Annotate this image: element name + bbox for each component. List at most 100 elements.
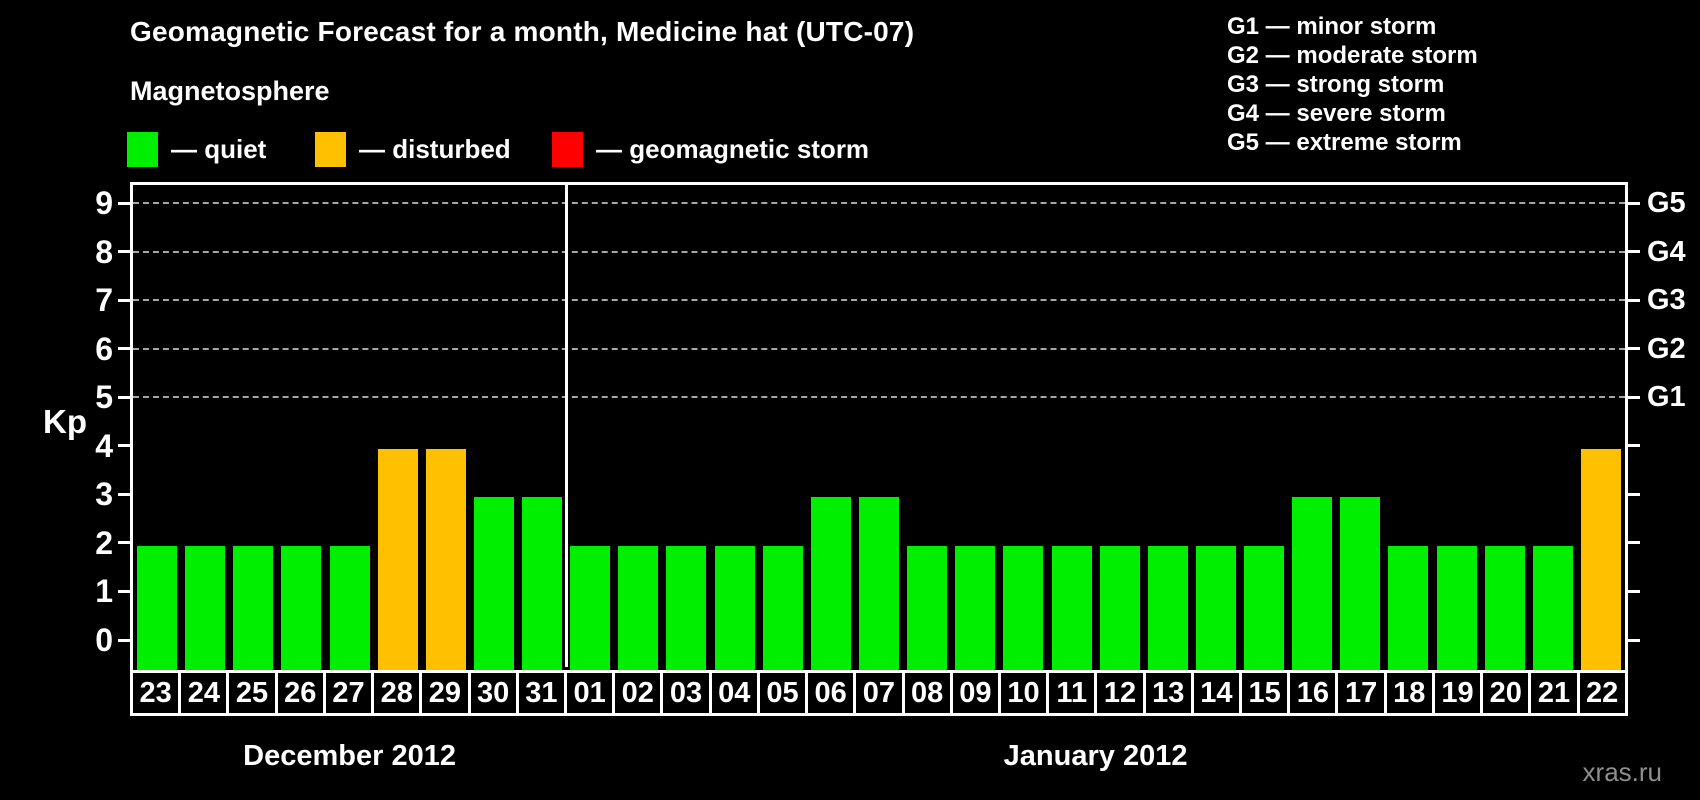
kp-tick-label: 2 (95, 524, 113, 561)
day-label-cell: 28 (374, 673, 423, 713)
right-axis-tick (1625, 589, 1640, 593)
day-label-cell: 01 (567, 673, 616, 713)
right-axis-tick (1625, 298, 1640, 302)
kp-bar (137, 545, 178, 670)
quiet-color-swatch (127, 131, 158, 167)
legend-label-disturbed: — disturbed (359, 133, 511, 164)
month-label-december: December 2012 (243, 740, 456, 772)
magnetosphere-subtitle: Magnetosphere (130, 76, 330, 106)
kp-bar (1292, 497, 1333, 670)
kp-bar (618, 545, 659, 670)
right-axis-tick (1625, 541, 1640, 545)
day-label-cell: 26 (278, 673, 326, 713)
legend-item-quiet: — quiet (127, 131, 266, 167)
kp-bar (714, 545, 755, 670)
g-scale-legend: G1 — minor storm G2 — moderate storm G3 … (1227, 12, 1478, 157)
day-label-cell: 03 (663, 673, 712, 713)
kp-bar (907, 545, 948, 670)
kp-gridline (133, 347, 1625, 350)
right-axis-tick (1625, 347, 1640, 351)
day-label-cell: 10 (1001, 673, 1050, 713)
watermark-xras: xras.ru (1582, 757, 1662, 787)
kp-gridline (133, 299, 1625, 302)
day-axis-row: 23 24 25 26 27 28 29 30 31 01 02 03 04 05 06 07 08 09 10 11… (130, 670, 1628, 716)
kp-bar (1580, 448, 1621, 670)
kp-bar (955, 545, 996, 670)
kp-bar (1484, 545, 1525, 670)
legend-item-storm: — geomagnetic storm (552, 131, 869, 167)
g1-legend-line: G1 — minor storm (1227, 13, 1437, 40)
kp-bar (1051, 545, 1092, 670)
day-label-cell: 24 (181, 673, 230, 713)
kp-tick-label: 9 (95, 185, 113, 221)
left-axis-tick (118, 492, 133, 496)
day-label-cell: 13 (1146, 673, 1194, 713)
legend-label-quiet: — quiet (171, 133, 267, 164)
right-axis-tick (1625, 638, 1640, 642)
kp-bar (570, 545, 611, 670)
kp-gridline (133, 250, 1625, 253)
kp-tick-label: 4 (95, 427, 113, 464)
kp-tick-label: 0 (95, 622, 113, 658)
right-axis-tick (1625, 395, 1640, 399)
day-label-cell: 06 (808, 673, 857, 713)
day-label-cell: 31 (519, 673, 567, 713)
day-label-cell: 27 (326, 673, 375, 713)
g-axis-label: G5 (1647, 187, 1686, 219)
day-label-cell: 12 (1097, 673, 1146, 713)
day-label-cell: 25 (229, 673, 278, 713)
kp-gridline (133, 202, 1625, 204)
right-axis-tick (1625, 250, 1640, 254)
kp-bar (1340, 497, 1381, 670)
day-label-cell: 20 (1483, 673, 1532, 713)
kp-bar (185, 545, 226, 670)
kp-bar (281, 545, 322, 670)
left-axis-tick (118, 589, 133, 593)
kp-bar (329, 545, 370, 670)
left-axis-tick (118, 444, 133, 448)
g4-legend-line: G4 — severe storm (1227, 100, 1446, 127)
legend-item-disturbed: — disturbed (315, 131, 511, 167)
kp-bar (233, 545, 274, 670)
g-axis-label: G4 (1647, 235, 1686, 268)
kp-bar (1195, 545, 1236, 670)
kp-tick-label: 8 (95, 233, 113, 270)
kp-bar (859, 497, 899, 670)
kp-bar (666, 545, 707, 670)
legend-label-storm: — geomagnetic storm (596, 133, 870, 164)
day-label-cell: 02 (615, 673, 664, 713)
kp-bar (1244, 545, 1285, 670)
g-axis-label: G3 (1647, 284, 1686, 317)
day-label-cell: 23 (133, 673, 182, 713)
left-axis-tick (118, 347, 133, 351)
g-axis-label: G1 (1647, 381, 1686, 414)
day-label-cell: 08 (905, 673, 953, 713)
left-axis-tick (118, 201, 133, 205)
kp-tick-label: 7 (95, 282, 113, 319)
storm-color-swatch (552, 131, 583, 167)
kp-bar (473, 497, 514, 670)
kp-bar (425, 448, 466, 670)
g-axis-label: G2 (1647, 332, 1686, 365)
kp-bar (810, 497, 851, 670)
left-axis-tick (118, 638, 133, 642)
kp-bar (1147, 545, 1188, 670)
day-label-cell: 22 (1586, 676, 1619, 709)
kp-bar (1388, 545, 1429, 670)
kp-bar (762, 545, 803, 670)
day-label-cell: 30 (471, 673, 519, 713)
right-axis-tick (1625, 492, 1640, 496)
day-label-cell: 05 (760, 673, 809, 713)
kp-bar (1436, 545, 1477, 670)
month-label-january: January 2012 (1003, 740, 1188, 772)
day-label-cell: 21 (1531, 673, 1580, 713)
month-divider-line (564, 185, 568, 667)
left-axis-tick (118, 395, 133, 399)
left-axis-tick (118, 298, 133, 302)
right-axis-tick (1625, 201, 1640, 205)
right-axis-tick (1625, 444, 1640, 448)
left-axis-tick (118, 541, 133, 545)
disturbed-color-swatch (315, 131, 346, 167)
day-label-cell: 17 (1338, 673, 1387, 713)
